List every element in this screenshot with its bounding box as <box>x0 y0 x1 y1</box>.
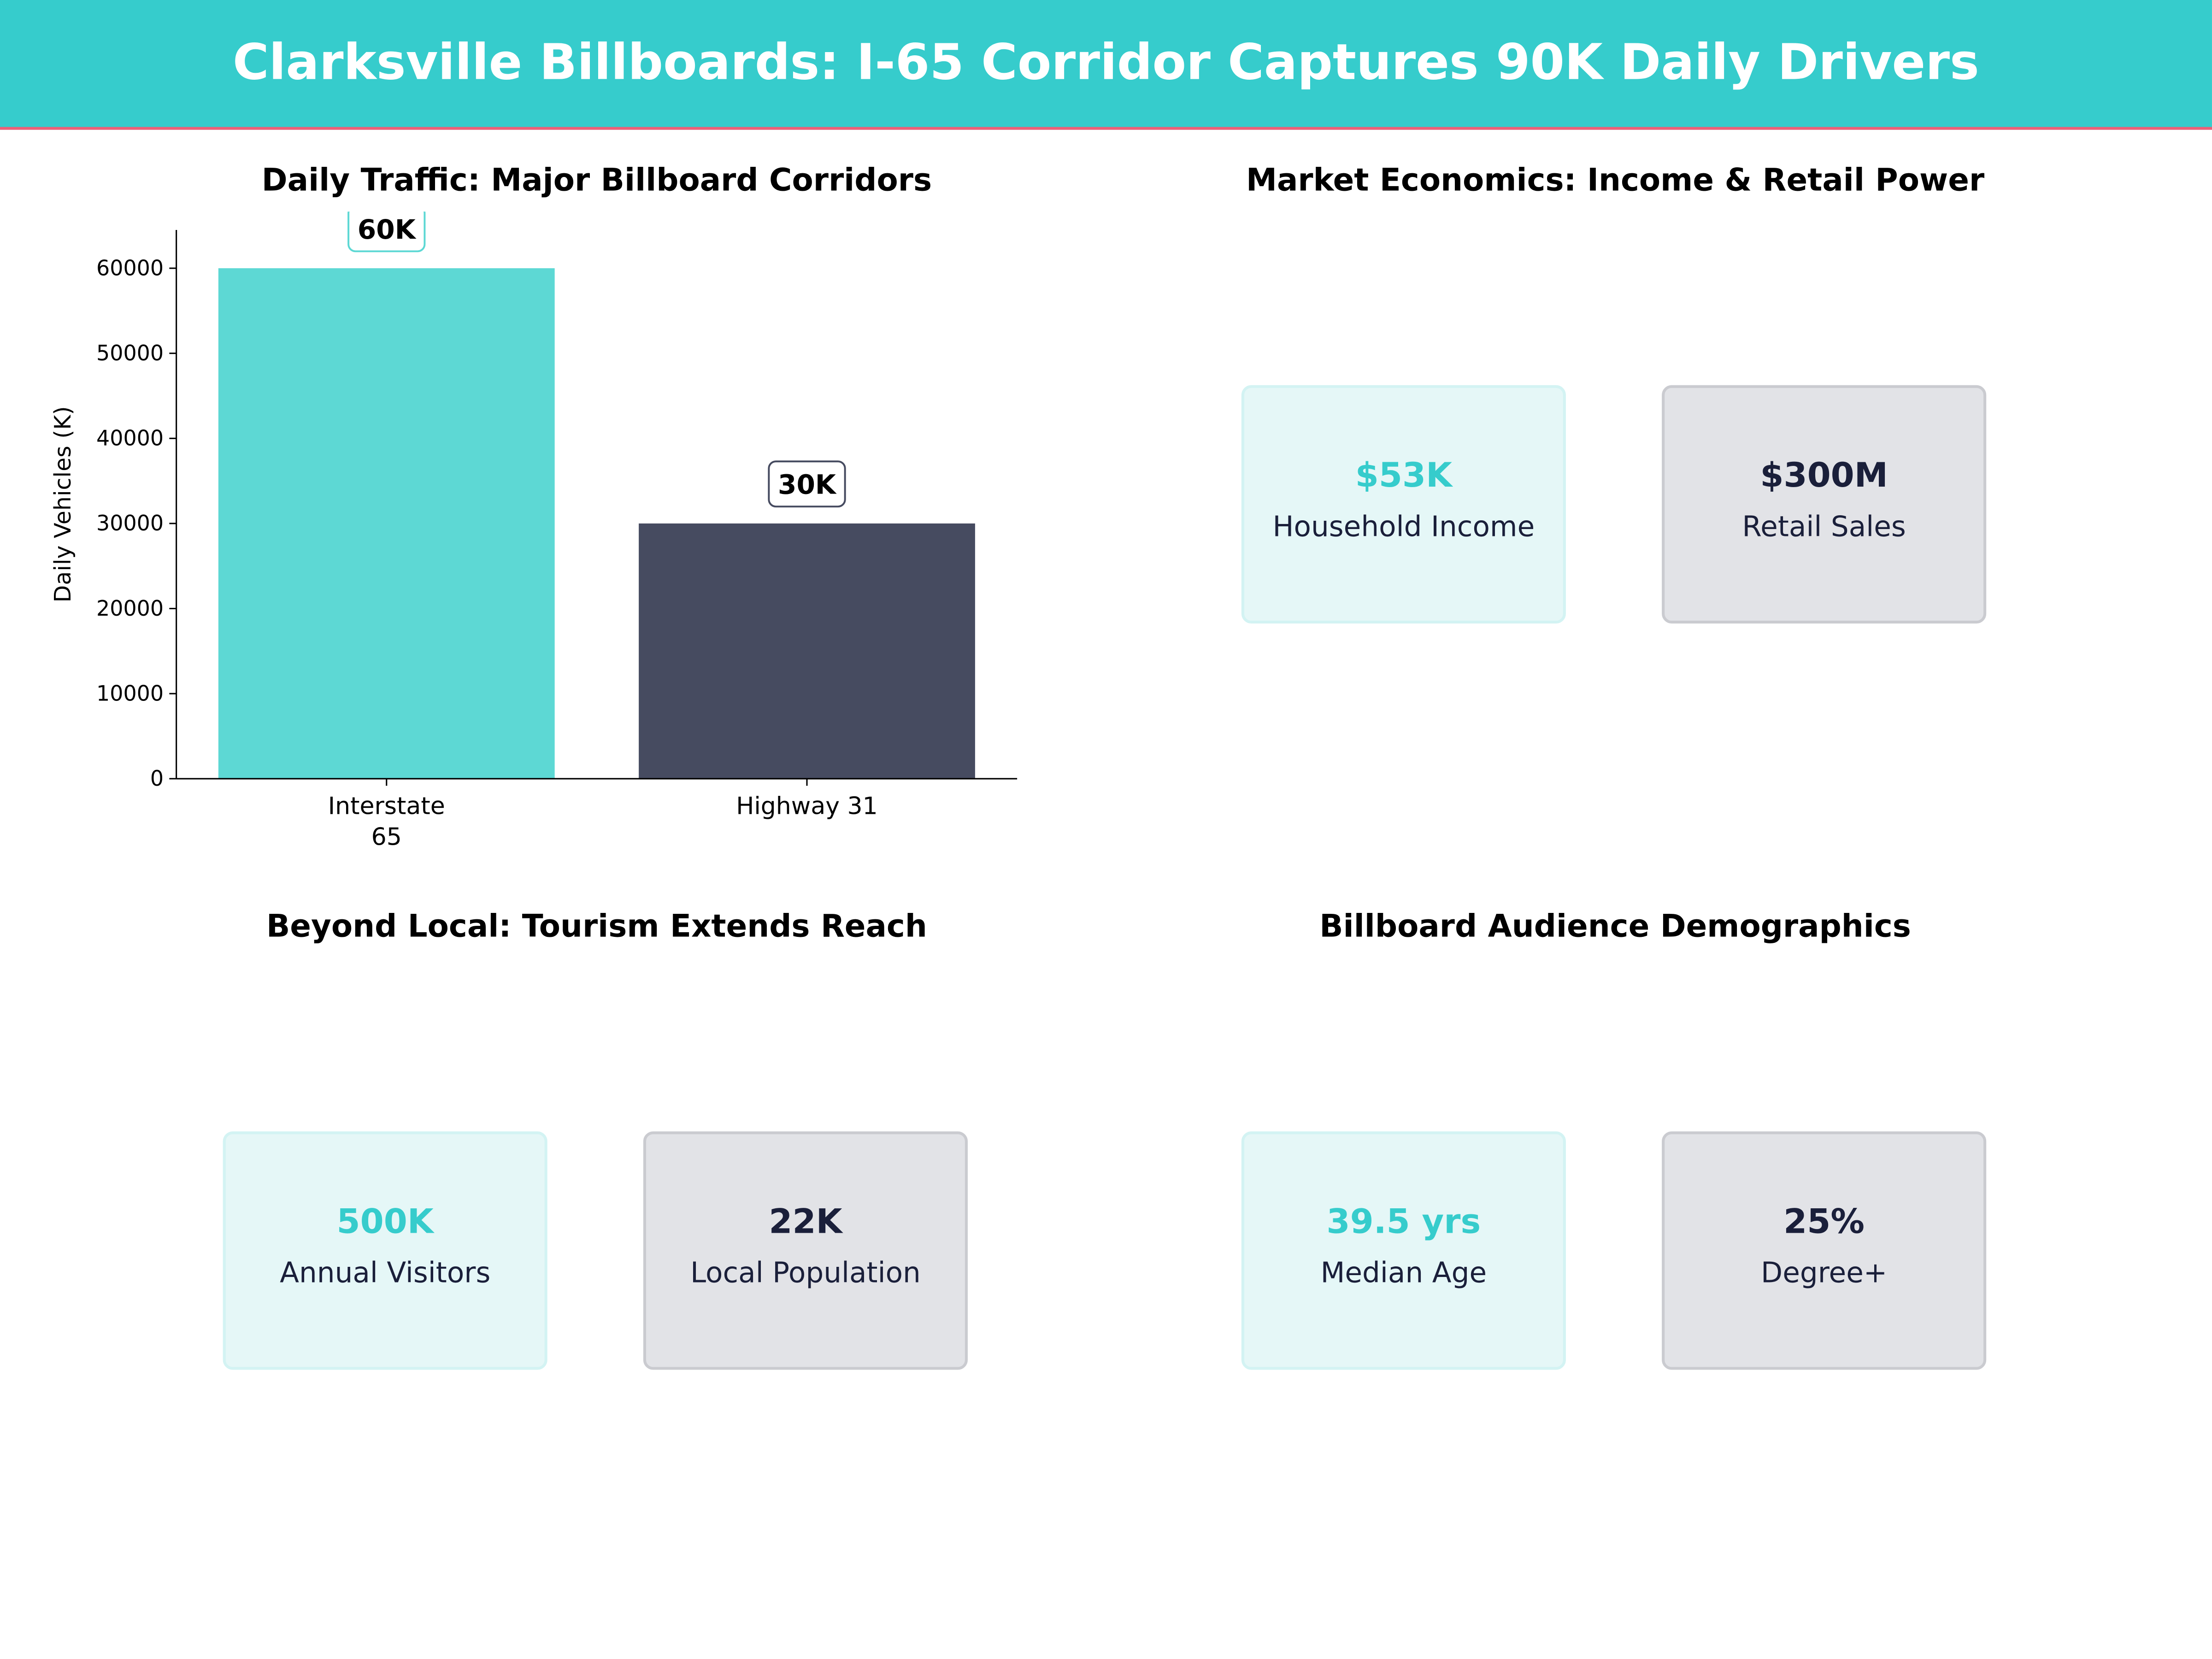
card-label: Median Age <box>1320 1254 1487 1289</box>
x-tick-label: 65 <box>371 824 402 851</box>
card-value: $53K <box>1355 455 1453 494</box>
traffic-bar-chart: 60K Interstate 65 30K Highway 31 0 10000 20000 3… <box>50 212 1018 851</box>
y-tick-label: 30000 <box>96 511 164 535</box>
card-label: Degree+ <box>1761 1254 1888 1289</box>
card-label: Local Population <box>690 1254 921 1289</box>
data-label: 60K <box>358 214 417 245</box>
tourism-title: Beyond Local: Tourism Extends Reach <box>266 910 927 946</box>
data-label: 30K <box>778 469 837 500</box>
y-tick-label: 50000 <box>96 341 164 365</box>
economics-title: Market Economics: Income & Retail Power <box>1246 164 1985 199</box>
page-title: Clarksville Billboards: I-65 Corridor Ca… <box>233 35 1979 92</box>
data-label-box <box>347 212 426 253</box>
retail-sales-card: $300M Retail Sales <box>1662 385 1987 624</box>
bar-0 <box>218 268 555 779</box>
data-label-box <box>768 460 846 508</box>
y-axis-label: Daily Vehicles (K) <box>50 406 76 602</box>
y-tick-label: 0 <box>150 766 164 791</box>
local-population-card: 22K Local Population <box>643 1131 968 1370</box>
bar-1 <box>639 523 975 779</box>
y-tick-label: 40000 <box>96 426 164 451</box>
traffic-chart-title: Daily Traffic: Major Billboard Corridors <box>261 164 932 199</box>
card-label: Annual Visitors <box>280 1254 491 1289</box>
card-value: 39.5 yrs <box>1326 1201 1481 1241</box>
y-tick-label: 60000 <box>96 255 164 280</box>
header-banner: Clarksville Billboards: I-65 Corridor Ca… <box>0 0 2212 130</box>
demographics-title: Billboard Audience Demographics <box>1319 910 1911 946</box>
card-value: 25% <box>1783 1201 1865 1241</box>
x-tick-label: Interstate <box>328 792 445 820</box>
y-tick-label: 10000 <box>96 681 164 706</box>
card-value: 500K <box>336 1201 434 1241</box>
card-value: $300M <box>1760 455 1888 494</box>
y-tick-label: 20000 <box>96 596 164 621</box>
annual-visitors-card: 500K Annual Visitors <box>223 1131 547 1370</box>
card-label: Household Income <box>1272 508 1535 543</box>
household-income-card: $53K Household Income <box>1241 385 1566 624</box>
degree-card: 25% Degree+ <box>1662 1131 1987 1370</box>
card-value: 22K <box>769 1201 842 1241</box>
median-age-card: 39.5 yrs Median Age <box>1241 1131 1566 1370</box>
card-label: Retail Sales <box>1742 508 1906 543</box>
x-tick-label: Highway 31 <box>736 792 878 820</box>
